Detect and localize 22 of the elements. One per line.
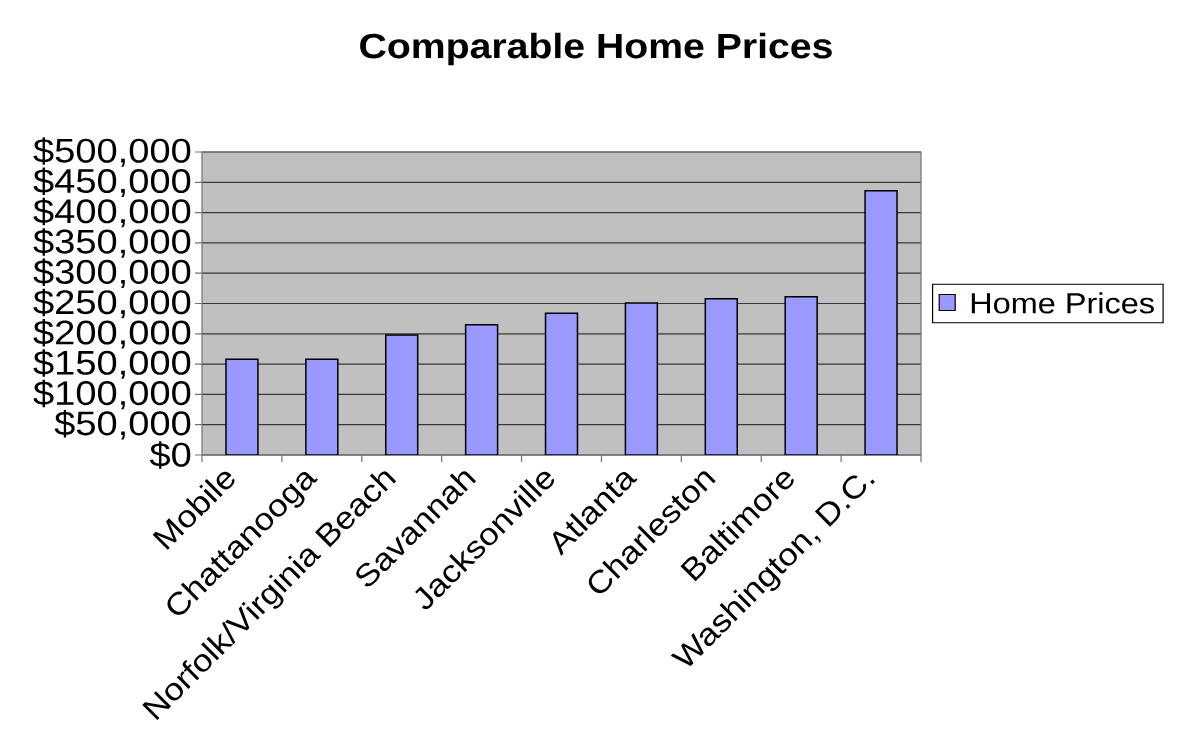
y-tick-label: $200,000 xyxy=(33,319,191,349)
y-tick-label: $50,000 xyxy=(54,409,191,440)
chart-title: Comparable Home Prices xyxy=(360,32,832,66)
y-tick-label: $250,000 xyxy=(33,288,191,319)
bar xyxy=(225,358,259,455)
y-tick-label: $100,000 xyxy=(33,379,191,410)
y-tick-label: $500,000 xyxy=(33,137,191,167)
bar xyxy=(784,296,818,455)
y-tick-label: $350,000 xyxy=(33,228,191,258)
y-tick-label: $450,000 xyxy=(33,167,191,198)
legend-label: Home Prices xyxy=(971,292,1154,314)
bar xyxy=(704,297,738,455)
bar xyxy=(864,190,898,455)
bar xyxy=(544,312,579,455)
y-tick-label: $300,000 xyxy=(33,258,191,288)
y-tick-label: $150,000 xyxy=(33,349,191,379)
bar xyxy=(464,323,499,455)
bar xyxy=(385,334,419,455)
bar xyxy=(624,302,659,455)
bar xyxy=(305,358,339,455)
y-tick-label: $0 xyxy=(149,441,191,469)
y-tick-label: $400,000 xyxy=(33,197,191,228)
